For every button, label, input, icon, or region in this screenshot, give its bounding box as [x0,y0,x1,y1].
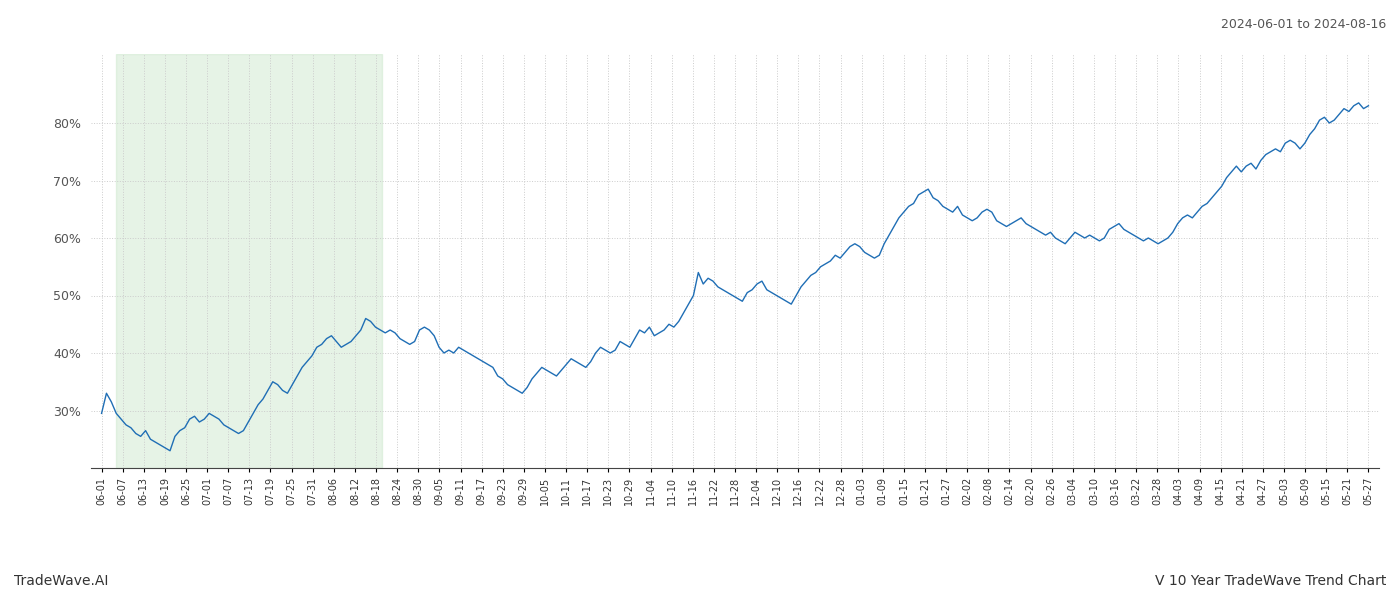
Text: V 10 Year TradeWave Trend Chart: V 10 Year TradeWave Trend Chart [1155,574,1386,588]
Text: TradeWave.AI: TradeWave.AI [14,574,108,588]
Bar [116,54,382,468]
Text: 2024-06-01 to 2024-08-16: 2024-06-01 to 2024-08-16 [1221,18,1386,31]
